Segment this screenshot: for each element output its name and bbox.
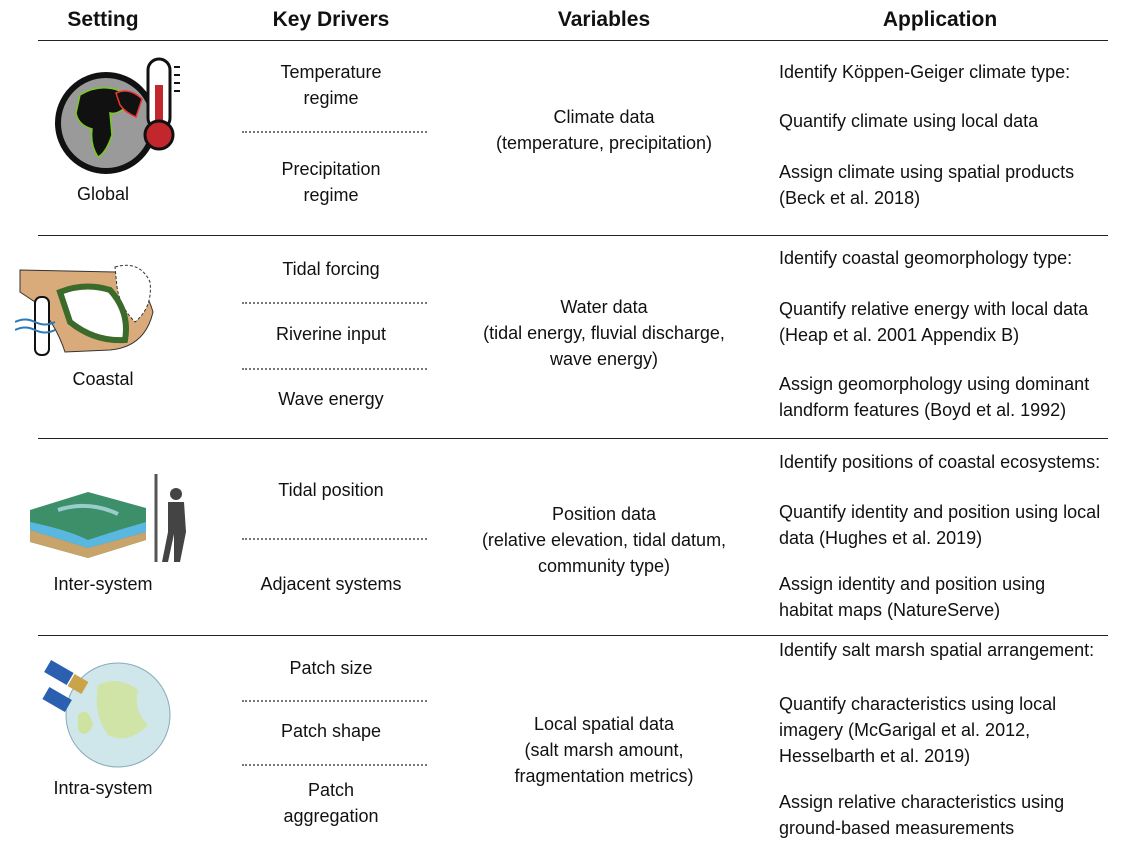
column-header: Setting [67,8,139,31]
variable-text: Water data [560,297,648,317]
variable-text: fragmentation metrics) [514,766,694,786]
driver: Wave energy [278,389,384,409]
application-text: Assign relative characteristics using [779,792,1065,812]
driver: aggregation [283,806,379,826]
variable-text: (tidal energy, fluvial discharge, [483,323,725,343]
dotted-separator [242,302,427,304]
driver: regime [303,185,359,205]
application-text: Assign climate using spatial products [779,162,1075,182]
row-rule [38,438,1108,439]
dotted-separator [242,538,427,540]
dotted-separator [242,764,427,766]
variable-text: Position data [551,504,657,524]
column-header: Key Drivers [272,8,390,31]
variable-text: wave energy) [549,349,659,369]
column-header: Application [882,8,998,31]
dotted-separator [242,368,427,370]
application-text: Identify positions of coastal ecosystems… [779,452,1101,472]
coastal-icon [15,264,154,356]
header-rule [38,40,1108,41]
variable-text: community type) [537,556,671,576]
application-text: Identify coastal geomorphology type: [779,248,1073,268]
application-text: (Beck et al. 2018) [779,188,921,208]
dotted-separator [242,700,427,702]
variable-text: (relative elevation, tidal datum, [481,530,727,550]
variable-text: Local spatial data [533,714,675,734]
dotted-separator [242,131,427,133]
application-text: Quantify identity and position using loc… [779,502,1101,522]
driver: Tidal position [278,480,384,500]
row-rule [38,635,1108,636]
application-text: Identify Köppen-Geiger climate type: [779,62,1071,82]
application-text: habitat maps (NatureServe) [779,600,1001,620]
driver: Patch [307,780,355,800]
row-rule [38,235,1108,236]
application-text: Hesselbarth et al. 2019) [779,746,971,766]
variable-text: (temperature, precipitation) [495,133,713,153]
inter-system-icon [30,474,186,562]
setting-label: Global [76,184,130,204]
driver: Temperature [280,62,382,82]
application-text: Quantify relative energy with local data [779,299,1089,319]
driver: Riverine input [275,324,387,344]
driver: Patch shape [280,721,382,741]
driver: Precipitation [281,159,381,179]
application-text: Assign geomorphology using dominant [779,374,1090,394]
application-text: ground-based measurements [779,818,1015,838]
application-text: data (Hughes et al. 2019) [779,528,983,548]
application-text: Quantify climate using local data [779,111,1039,131]
driver: Patch size [289,658,373,678]
column-header: Variables [557,8,651,31]
driver: Adjacent systems [260,574,402,594]
application-text: imagery (McGarigal et al. 2012, [779,720,1031,740]
application-text: (Heap et al. 2001 Appendix B) [779,325,1020,345]
variable-text: Climate data [553,107,655,127]
setting-label: Intra-system [53,778,153,798]
setting-label: Coastal [72,369,134,389]
application-text: Assign identity and position using [779,574,1046,594]
intra-system-icon [42,659,171,768]
global-icon [55,57,180,174]
setting-label: Inter-system [53,574,153,594]
variable-text: (salt marsh amount, [524,740,684,760]
driver: Tidal forcing [282,259,380,279]
driver: regime [303,88,359,108]
application-text: landform features (Boyd et al. 1992) [779,400,1067,420]
application-text: Identify salt marsh spatial arrangement: [779,640,1095,660]
application-text: Quantify characteristics using local [779,694,1057,714]
